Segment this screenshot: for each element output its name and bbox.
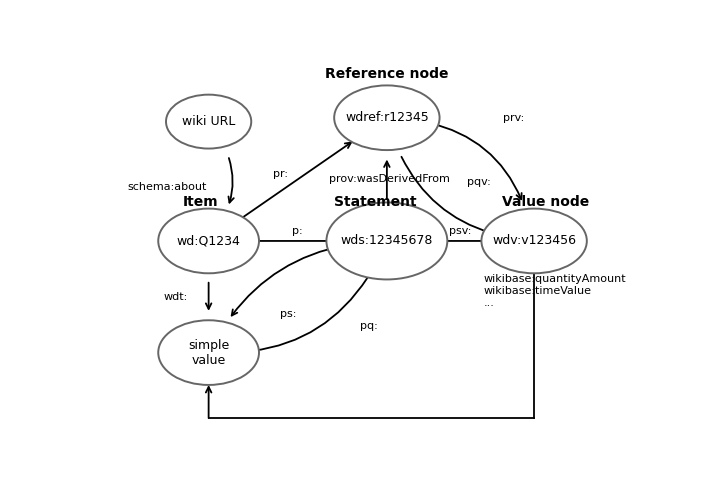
Text: Statement: Statement — [334, 196, 416, 209]
Text: schema:about: schema:about — [127, 182, 207, 192]
Text: wikibase:quantityAmount
wikibase:timeValue
...: wikibase:quantityAmount wikibase:timeVal… — [484, 274, 627, 308]
Ellipse shape — [159, 208, 259, 274]
Text: wds:12345678: wds:12345678 — [341, 234, 433, 248]
Text: pqv:: pqv: — [467, 176, 491, 186]
Ellipse shape — [326, 202, 447, 280]
Text: prov:wasDerivedFrom: prov:wasDerivedFrom — [329, 174, 450, 184]
Ellipse shape — [159, 320, 259, 385]
Text: Item: Item — [183, 196, 219, 209]
Text: p:: p: — [292, 226, 303, 236]
Text: Reference node: Reference node — [325, 67, 449, 81]
Text: wdv:v123456: wdv:v123456 — [492, 234, 576, 248]
Text: wd:Q1234: wd:Q1234 — [177, 234, 241, 248]
Ellipse shape — [166, 94, 251, 148]
Text: wiki URL: wiki URL — [182, 115, 235, 128]
Text: pr:: pr: — [273, 169, 288, 179]
Text: prv:: prv: — [503, 113, 525, 122]
Text: psv:: psv: — [450, 226, 472, 236]
Text: wdref:r12345: wdref:r12345 — [345, 112, 429, 124]
Text: ps:: ps: — [280, 309, 296, 319]
Text: Value node: Value node — [502, 196, 589, 209]
Text: simple
value: simple value — [188, 338, 229, 366]
Ellipse shape — [481, 208, 587, 274]
Text: wdt:: wdt: — [164, 292, 188, 302]
Ellipse shape — [334, 86, 440, 150]
Text: pq:: pq: — [360, 320, 377, 330]
